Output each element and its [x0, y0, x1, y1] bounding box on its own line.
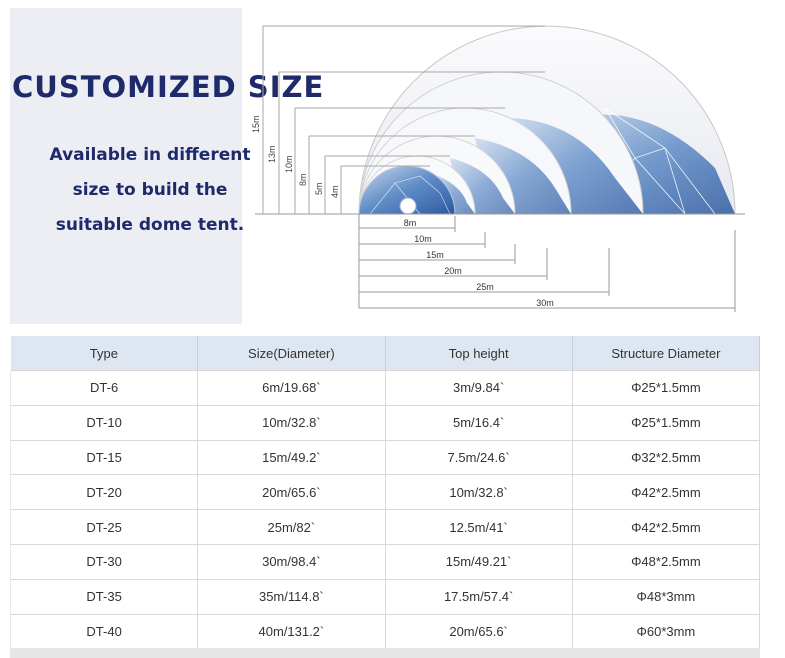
cell-size: 15m/49.2`: [197, 439, 386, 475]
hero-title: CUSTOMIZED SIZE: [12, 70, 325, 104]
cell-structure: Φ32*2.5mm: [571, 439, 761, 475]
cell-type: DT-15: [9, 439, 199, 475]
width-label-10m: 10m: [414, 234, 432, 244]
cell-size: 10m/32.8`: [197, 404, 386, 441]
dome-spec-table: Type Size(Diameter) Top height Structure…: [9, 336, 761, 650]
height-label-5m: 5m: [314, 182, 324, 195]
cell-top-height: 12.5m/41`: [384, 509, 573, 545]
header-size: Size(Diameter): [197, 336, 386, 371]
hero-subtitle-line-2: size to build the: [72, 180, 228, 200]
width-label-15m: 15m: [426, 250, 444, 260]
cell-structure: Φ48*2.5mm: [571, 543, 761, 580]
cell-type: DT-25: [9, 509, 199, 545]
width-label-8m: 8m: [404, 218, 417, 228]
cell-size: 35m/114.8`: [197, 578, 386, 615]
hero-subtitle-line-3: suitable dome tent.: [55, 215, 245, 235]
cell-type: DT-30: [9, 543, 199, 580]
header-type: Type: [10, 336, 199, 371]
table-row: DT-25 25m/82` 12.5m/41` Φ42*2.5mm: [9, 509, 761, 545]
cell-top-height: 15m/49.21`: [384, 543, 573, 580]
cell-size: 20m/65.6`: [197, 474, 386, 510]
width-label-30m: 30m: [536, 298, 554, 308]
height-label-10m: 10m: [284, 155, 294, 173]
table-row: DT-35 35m/114.8` 17.5m/57.4` Φ48*3mm: [9, 578, 761, 615]
cell-top-height: 5m/16.4`: [384, 404, 573, 441]
hero-subtitle-line-1: Available in different: [49, 145, 251, 165]
cell-type: DT-35: [9, 578, 199, 615]
table-row: DT-20 20m/65.6` 10m/32.8` Φ42*2.5mm: [9, 474, 761, 510]
cell-structure: Φ42*2.5mm: [571, 509, 761, 545]
cell-top-height: 17.5m/57.4`: [384, 578, 573, 615]
cell-top-height: 10m/32.8`: [384, 474, 573, 510]
table-header-row: Type Size(Diameter) Top height Structure…: [10, 336, 761, 371]
cell-type: DT-10: [9, 404, 199, 441]
table-row: DT-15 15m/49.2` 7.5m/24.6` Φ32*2.5mm: [9, 439, 761, 475]
height-label-8m: 8m: [298, 173, 308, 186]
cell-type: DT-40: [9, 613, 199, 650]
header-structure-diameter: Structure Diameter: [572, 336, 761, 371]
cell-structure: Φ42*2.5mm: [571, 474, 761, 510]
width-label-25m: 25m: [476, 282, 494, 292]
table-row: DT-6 6m/19.68` 3m/9.84` Φ25*1.5mm: [9, 370, 761, 406]
hero-text-panel: [10, 8, 242, 324]
cell-structure: Φ60*3mm: [571, 613, 761, 650]
cell-type: DT-20: [9, 474, 199, 510]
height-label-15m: 15m: [251, 115, 261, 133]
bottom-scroll-strip: [10, 648, 760, 658]
cell-top-height: 7.5m/24.6`: [384, 439, 573, 475]
cell-size: 40m/131.2`: [197, 613, 386, 650]
cell-size: 25m/82`: [197, 509, 386, 545]
cell-top-height: 3m/9.84`: [384, 370, 573, 406]
hero-banner: CUSTOMIZED SIZE Available in different s…: [10, 8, 745, 324]
table-row: DT-40 40m/131.2` 20m/65.6` Φ60*3mm: [9, 613, 761, 650]
cell-structure: Φ48*3mm: [571, 578, 761, 615]
header-top-height: Top height: [385, 336, 573, 371]
cell-type: DT-6: [9, 370, 199, 406]
cell-top-height: 20m/65.6`: [384, 613, 573, 650]
dome-size-diagram: 15m 13m 10m 8m 5m 4m 8m 10m 15m 20m 25m …: [251, 25, 745, 312]
height-label-13m: 13m: [267, 145, 277, 163]
height-label-4m: 4m: [330, 185, 340, 198]
cell-size: 6m/19.68`: [197, 370, 386, 406]
width-label-20m: 20m: [444, 266, 462, 276]
cell-structure: Φ25*1.5mm: [571, 404, 761, 441]
table-row: DT-10 10m/32.8` 5m/16.4` Φ25*1.5mm: [9, 404, 761, 441]
cell-structure: Φ25*1.5mm: [571, 370, 761, 406]
table-row: DT-30 30m/98.4` 15m/49.21` Φ48*2.5mm: [9, 543, 761, 580]
cell-size: 30m/98.4`: [197, 543, 386, 580]
